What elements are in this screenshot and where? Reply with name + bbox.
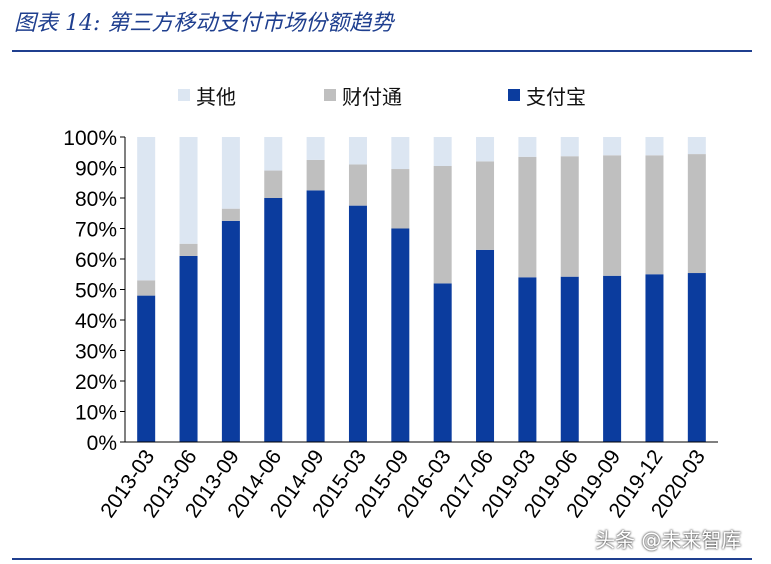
bars — [137, 137, 706, 442]
bar-segment — [391, 228, 410, 442]
bar-segment — [433, 283, 452, 442]
legend-swatch — [508, 89, 520, 101]
y-tick-label: 90% — [75, 158, 117, 181]
y-tick-label: 60% — [75, 249, 117, 272]
y-tick-label: 40% — [75, 310, 117, 333]
bar-segment — [687, 273, 706, 442]
bar-segment — [264, 137, 283, 171]
bar-segment — [645, 155, 664, 275]
bar-segment — [560, 156, 579, 277]
bar-segment — [687, 154, 706, 274]
bar-segment — [306, 159, 325, 191]
bar-segment — [391, 169, 410, 229]
bar-segment — [137, 137, 156, 281]
watermark: 头条 @未来智库 — [595, 528, 742, 552]
bar-segment — [221, 220, 240, 442]
bar-segment — [433, 137, 452, 166]
y-tick-label: 100% — [63, 127, 117, 150]
bar-segment — [179, 255, 198, 442]
legend-label: 其他 — [196, 85, 236, 109]
bar-segment — [560, 137, 579, 157]
y-tick-label: 10% — [75, 402, 117, 425]
y-tick-label: 70% — [75, 219, 117, 242]
bar-segment — [179, 137, 198, 244]
bar-segment — [518, 137, 537, 157]
bar-segment — [560, 276, 579, 442]
bar-segment — [306, 137, 325, 160]
bar-segment — [433, 165, 452, 284]
footer-rule — [12, 558, 752, 560]
legend-label: 财付通 — [342, 85, 402, 109]
bar-segment — [645, 137, 664, 156]
y-axis: 0% 10% 20% 30% 40% 50% 60% 70% 80% 90% 100% — [63, 127, 126, 455]
bar-segment — [476, 137, 495, 162]
bar-segment — [391, 137, 410, 170]
y-tick-label: 80% — [75, 188, 117, 211]
y-tick-label: 50% — [75, 280, 117, 303]
bar-segment — [645, 274, 664, 442]
bar-segment — [137, 295, 156, 442]
legend-label: 支付宝 — [526, 85, 586, 109]
bar-segment — [306, 190, 325, 442]
bar-segment — [348, 164, 367, 206]
caption-rule — [12, 50, 752, 52]
legend-swatch — [178, 89, 190, 101]
y-tick-label: 0% — [87, 432, 117, 455]
bar-segment — [603, 275, 622, 442]
bar-segment — [603, 137, 622, 156]
bar-segment — [264, 198, 283, 442]
bar-segment — [264, 170, 283, 198]
chart-caption: 图表 14: 第三方移动支付市场份额趋势 — [14, 11, 394, 36]
y-tick-label: 30% — [75, 341, 117, 364]
bar-segment — [603, 155, 622, 276]
bar-segment — [221, 208, 240, 221]
legend: 其他 财付通 支付宝 — [178, 85, 586, 109]
bar-segment — [179, 243, 198, 256]
bar-segment — [687, 137, 706, 155]
bar-segment — [348, 137, 367, 165]
y-tick-label: 20% — [75, 371, 117, 394]
bar-segment — [137, 280, 156, 296]
bar-segment — [518, 156, 537, 278]
bar-segment — [476, 249, 495, 442]
bar-segment — [518, 277, 537, 442]
bar-segment — [348, 205, 367, 442]
bar-segment — [476, 161, 495, 250]
bar-segment — [221, 137, 240, 209]
x-axis: 2013-032013-062013-092014-062014-092015-… — [96, 441, 718, 522]
legend-swatch — [324, 89, 336, 101]
